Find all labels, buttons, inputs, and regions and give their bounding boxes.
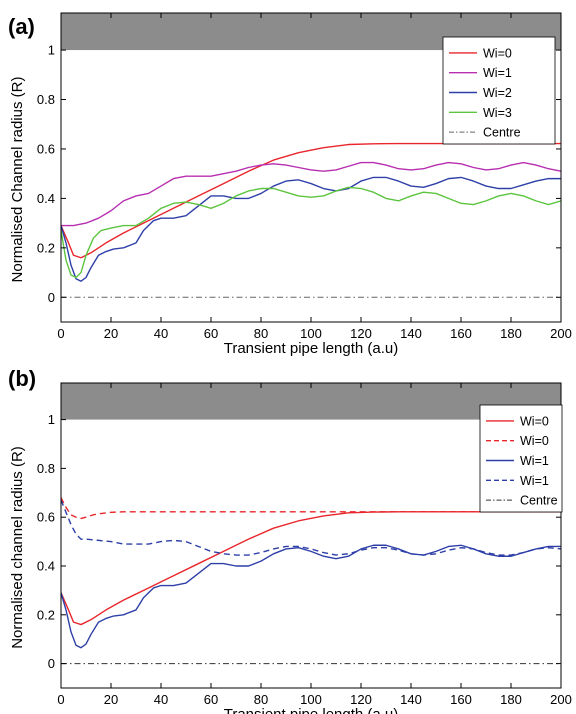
y-tick-label: 0.4 <box>37 559 55 574</box>
chart-panel-b: (b) 0 20 40 60 80 100 120 140 160 180 200 0 0.2 0.4 0.6… <box>8 366 572 714</box>
y-tick-label: 1 <box>48 43 55 58</box>
legend-label: Wi=3 <box>483 106 512 120</box>
chart-panel-a: (a) 0 20 40 60 80 100 120 140 160 180 200 0 0.2 0.4 0.6… <box>8 12 572 357</box>
x-axis-label: Transient pipe length (a.u) <box>224 340 399 357</box>
legend-box <box>442 36 556 145</box>
y-tick-label: 1 <box>48 412 55 427</box>
legend-label: Wi=0 <box>520 414 549 428</box>
x-tick-label: 140 <box>400 692 422 707</box>
x-tick-label: 120 <box>350 692 372 707</box>
series-line-0 <box>61 511 561 626</box>
y-tick-label: 0.6 <box>37 141 55 156</box>
x-tick-label: 160 <box>450 326 472 341</box>
series-line-2 <box>61 176 561 282</box>
x-tick-label: 180 <box>500 692 522 707</box>
series-line-3 <box>61 186 561 279</box>
legend-label: Wi=0 <box>483 46 512 60</box>
y-axis-label: Normalised Channel radius (R) <box>9 77 26 283</box>
legend: Wi=0 Wi=0 Wi=1 Wi=1 Centre <box>479 404 563 513</box>
x-tick-label: 40 <box>154 326 168 341</box>
x-tick-label: 100 <box>300 692 322 707</box>
legend-label: Wi=1 <box>520 454 549 468</box>
y-tick-label: 0.2 <box>37 607 55 622</box>
y-tick-label: 0.2 <box>37 240 55 255</box>
y-tick-label: 0.8 <box>37 461 55 476</box>
legend-label: Wi=2 <box>483 86 512 100</box>
x-tick-label: 80 <box>254 326 268 341</box>
series-line-2 <box>61 544 561 649</box>
x-tick-label: 160 <box>450 692 472 707</box>
x-tick-label: 200 <box>550 326 572 341</box>
x-tick-label: 20 <box>104 692 118 707</box>
x-tick-label: 60 <box>204 326 218 341</box>
y-tick-label: 0.6 <box>37 510 55 525</box>
x-tick-label: 60 <box>204 692 218 707</box>
x-tick-label: 40 <box>154 692 168 707</box>
x-tick-label: 180 <box>500 326 522 341</box>
x-tick-label: 0 <box>57 692 64 707</box>
y-tick-label: 0.4 <box>37 191 55 206</box>
y-tick-label: 0 <box>48 290 55 305</box>
legend-label: Centre <box>483 126 521 140</box>
legend-label: Wi=1 <box>483 66 512 80</box>
x-tick-label: 200 <box>550 692 572 707</box>
x-tick-label: 0 <box>57 326 64 341</box>
x-tick-label: 120 <box>350 326 372 341</box>
x-tick-label: 20 <box>104 326 118 341</box>
x-axis-label: Transient pipe length (a.u) <box>224 706 399 714</box>
series-line-1 <box>61 161 561 227</box>
legend-label: Centre <box>520 494 558 508</box>
legend-box <box>479 404 563 513</box>
y-axis-label: Normalised channel radius (R) <box>9 446 26 649</box>
legend-label: Wi=1 <box>520 474 549 488</box>
legend: Wi=0 Wi=1 Wi=2 Wi=3 Centre <box>442 36 556 145</box>
x-tick-label: 140 <box>400 326 422 341</box>
legend-label: Wi=0 <box>520 434 549 448</box>
wall-band <box>61 383 561 420</box>
x-tick-label: 100 <box>300 326 322 341</box>
panel-label: (a) <box>8 14 35 39</box>
y-tick-label: 0.8 <box>37 92 55 107</box>
y-tick-label: 0 <box>48 656 55 671</box>
panel-label: (b) <box>8 366 36 391</box>
x-tick-label: 80 <box>254 692 268 707</box>
series-line-3 <box>61 499 561 556</box>
